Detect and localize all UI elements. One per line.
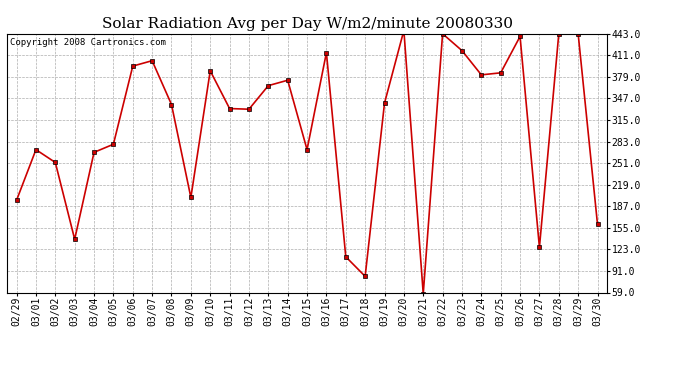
Text: Copyright 2008 Cartronics.com: Copyright 2008 Cartronics.com [10, 38, 166, 46]
Title: Solar Radiation Avg per Day W/m2/minute 20080330: Solar Radiation Avg per Day W/m2/minute … [101, 17, 513, 31]
